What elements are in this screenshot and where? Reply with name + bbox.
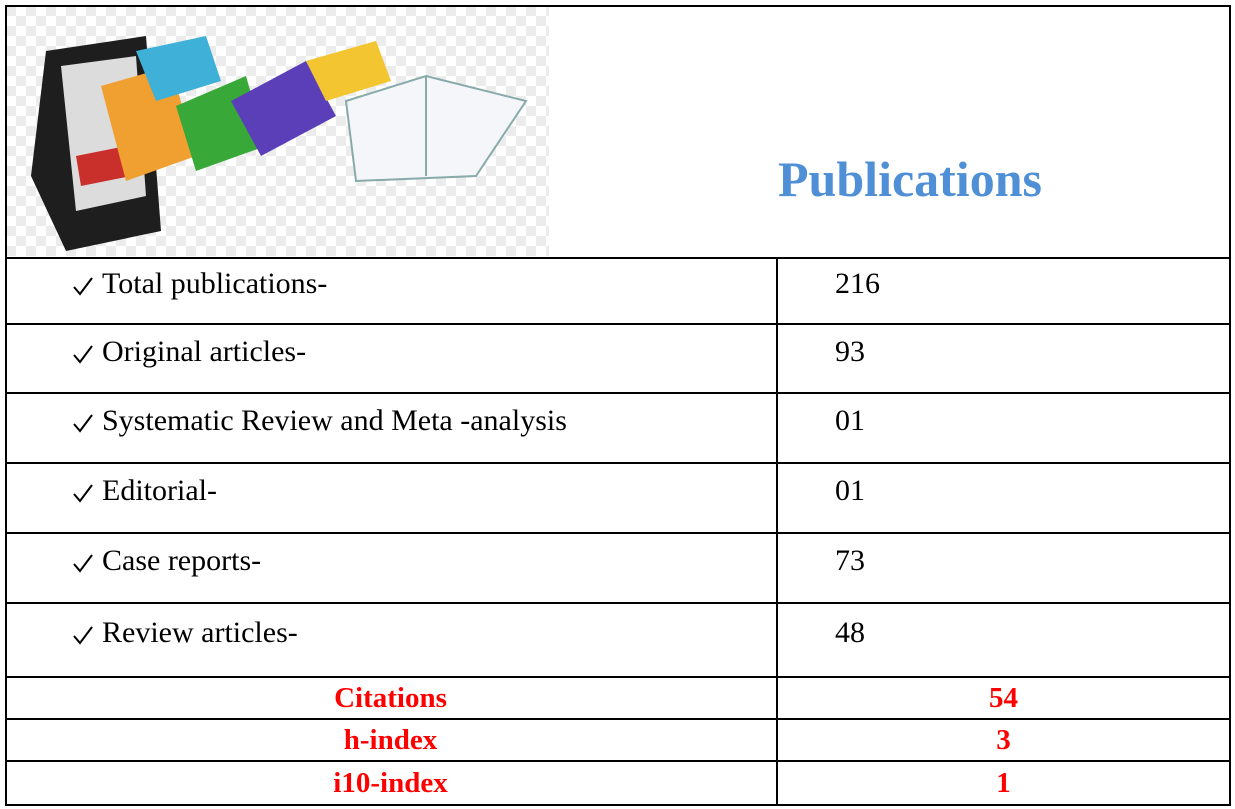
- row-label: Systematic Review and Meta -analysis: [102, 393, 567, 449]
- row-label: Original articles-: [102, 324, 306, 379]
- books-illustration: [6, 6, 549, 256]
- row-label: Total publications-: [102, 258, 327, 310]
- metric-label: i10-index: [5, 761, 776, 806]
- table-border: [5, 5, 1231, 7]
- row-value: 01: [835, 393, 865, 449]
- row-value: 48: [835, 603, 865, 663]
- row-label: Editorial-: [102, 463, 217, 519]
- page: Publications Total publications- 216 Origi…: [0, 0, 1235, 809]
- check-bullet: [72, 552, 94, 574]
- row-label: Review articles-: [102, 603, 298, 663]
- check-bullet: [72, 412, 94, 434]
- check-bullet: [72, 275, 94, 297]
- row-value: 93: [835, 324, 865, 379]
- page-title: Publications: [680, 150, 1140, 208]
- row-label: Case reports-: [102, 533, 261, 589]
- metric-value: 54: [776, 677, 1231, 719]
- metric-value: 3: [776, 719, 1231, 761]
- check-bullet: [72, 482, 94, 504]
- metric-label: Citations: [5, 677, 776, 719]
- check-bullet: [72, 343, 94, 365]
- row-value: 01: [835, 463, 865, 519]
- row-value: 216: [835, 258, 880, 310]
- check-bullet: [72, 624, 94, 646]
- metric-value: 1: [776, 761, 1231, 806]
- metric-label: h-index: [5, 719, 776, 761]
- row-value: 73: [835, 533, 865, 589]
